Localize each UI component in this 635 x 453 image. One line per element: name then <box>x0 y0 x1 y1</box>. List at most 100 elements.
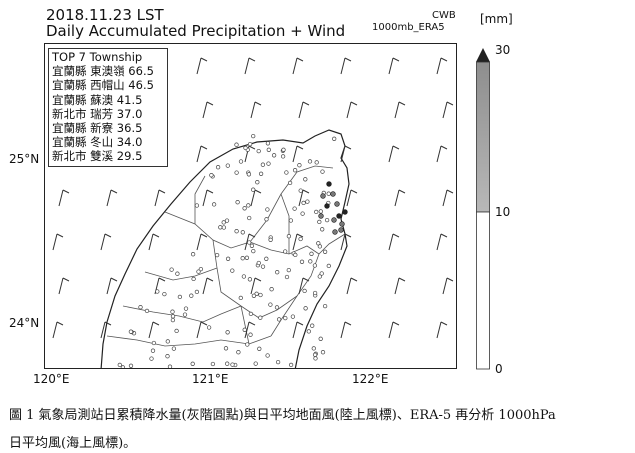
rain-station <box>247 141 253 147</box>
wind-barb <box>298 277 310 295</box>
lon-label-121e: 121°E <box>192 372 229 386</box>
rain-station <box>258 171 264 176</box>
rain-station <box>292 206 297 211</box>
rain-station-heavy <box>336 213 342 219</box>
rain-station <box>190 252 196 257</box>
rain-station-heavy <box>320 193 326 199</box>
rain-station <box>284 170 289 175</box>
wind-barb <box>388 233 400 251</box>
rain-station <box>311 346 316 351</box>
rain-station <box>300 211 305 216</box>
wind-barb <box>250 101 262 119</box>
rain-station <box>225 361 230 366</box>
rain-station <box>260 162 266 167</box>
rain-station <box>312 263 318 268</box>
rain-station <box>280 154 286 159</box>
wind-barb <box>298 101 310 119</box>
rain-station <box>292 168 298 173</box>
wind-barb <box>340 321 352 339</box>
figure-caption-line2: 日平均風(海上風標)。 <box>9 436 137 451</box>
wind-barb <box>442 189 454 207</box>
rain-station <box>298 236 303 242</box>
rain-station <box>241 274 247 279</box>
rain-station <box>299 259 305 264</box>
rain-station <box>264 217 269 222</box>
rain-station <box>322 249 328 254</box>
wind-barb <box>346 189 358 207</box>
rain-station <box>302 288 307 294</box>
map-canvas <box>52 57 454 368</box>
map-date: 2018.11.23 LST <box>46 6 164 24</box>
rain-station <box>269 287 274 292</box>
rain-station <box>275 270 280 275</box>
legend-entry: 宜蘭縣 蘇澳 41.5 <box>52 92 143 107</box>
county-borders <box>106 165 346 347</box>
rain-station <box>284 274 290 280</box>
wind-barb <box>196 57 208 75</box>
rain-station <box>313 356 318 361</box>
rain-station <box>319 271 324 276</box>
figure-caption-line1: 圖 1 氣象局測站日累積降水量(灰階圓點)與日平均地面風(陸上風標)、ERA-5… <box>9 408 556 423</box>
legend-entry: 新北市 瑞芳 37.0 <box>52 106 143 121</box>
rain-station <box>266 161 271 166</box>
rain-station <box>256 260 261 266</box>
rain-station <box>214 252 220 258</box>
rain-station <box>247 277 253 282</box>
wind-barb <box>292 233 304 251</box>
rain-station <box>174 328 179 334</box>
rain-station <box>255 180 260 185</box>
source-agency: CWB <box>432 10 456 21</box>
rain-station <box>223 346 229 351</box>
wind-barb <box>436 321 448 339</box>
wind-barb <box>340 57 352 75</box>
rain-station <box>242 327 247 332</box>
rain-station <box>317 274 322 279</box>
rain-station <box>234 229 239 234</box>
wind-barb <box>394 101 406 119</box>
colorbar <box>476 48 490 370</box>
wind-barb <box>100 321 112 339</box>
wind-barb <box>244 57 256 75</box>
rain-station <box>309 251 314 256</box>
colorbar-tick-30: 30 <box>495 43 511 57</box>
rain-station <box>265 141 271 146</box>
rain-station <box>276 317 282 322</box>
rain-station <box>246 172 252 177</box>
rain-station <box>258 292 263 298</box>
rain-station <box>251 187 256 192</box>
rain-station <box>225 330 230 335</box>
rain-station <box>183 306 189 311</box>
rain-station <box>225 163 230 168</box>
rain-station <box>251 248 256 254</box>
colorbar-extend-arrow <box>476 48 490 62</box>
rain-station <box>244 255 250 260</box>
rain-station <box>238 295 243 301</box>
rain-station <box>224 218 230 223</box>
lon-label-122e: 122°E <box>352 372 389 386</box>
rain-station <box>247 240 252 245</box>
wind-barb <box>244 233 256 251</box>
wind-barb <box>394 277 406 295</box>
wind-barb <box>394 189 406 207</box>
rain-station <box>209 173 214 178</box>
rain-station <box>210 361 216 367</box>
rain-station <box>286 267 291 273</box>
wind-barb <box>388 145 400 163</box>
rain-station <box>248 332 253 337</box>
colorbar-tick-10: 10 <box>495 205 511 219</box>
rain-station-heavy <box>331 217 337 223</box>
rain-station <box>256 148 261 154</box>
legend-entry: 宜蘭縣 冬山 34.0 <box>52 135 143 150</box>
wind-barb <box>52 233 64 251</box>
rain-station <box>117 362 122 368</box>
rain-station <box>151 340 157 346</box>
wind-barb <box>346 101 358 119</box>
colorbar-tick-0: 0 <box>495 362 503 376</box>
rain-station <box>165 354 170 359</box>
coastline <box>100 129 350 368</box>
rain-station <box>177 294 183 300</box>
wind-barb <box>202 277 214 295</box>
rain-station <box>218 225 223 230</box>
rain-station <box>288 362 294 368</box>
legend-entry: 宜蘭縣 東澳嶺 66.5 <box>52 64 154 79</box>
